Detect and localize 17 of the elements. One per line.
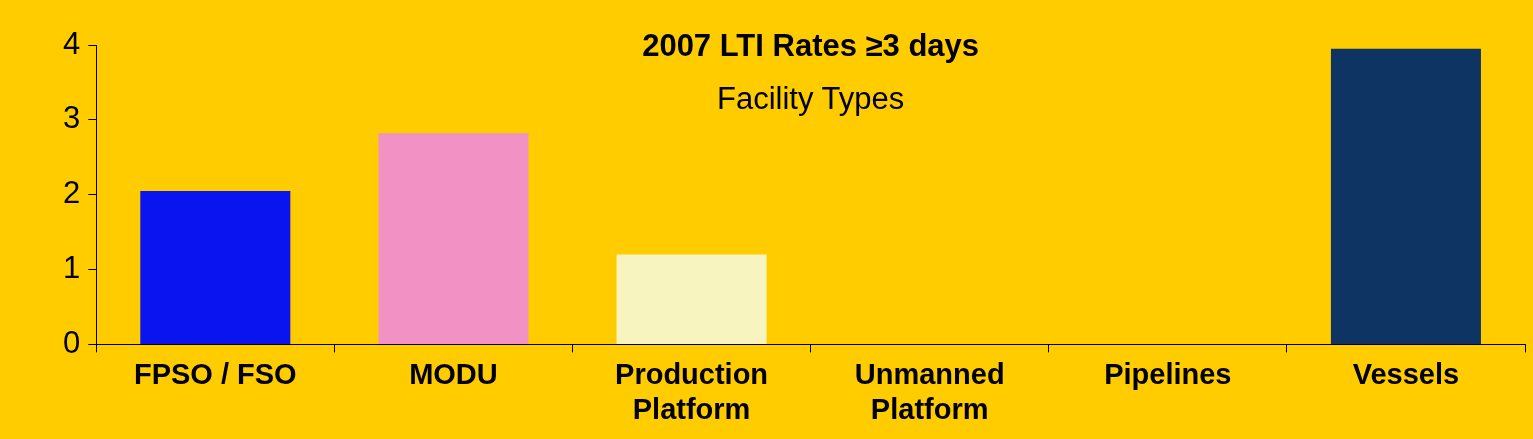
x-tick-label: Pipelines bbox=[1104, 357, 1232, 390]
y-tick-label: 4 bbox=[62, 25, 81, 61]
bar bbox=[616, 254, 767, 344]
x-tick-label: Vessels bbox=[1352, 357, 1460, 390]
x-tick-label: FPSO / FSO bbox=[133, 357, 297, 390]
y-tick-label: 2 bbox=[62, 175, 81, 211]
bar bbox=[1330, 48, 1481, 344]
x-tick-label: MODU bbox=[409, 357, 498, 390]
bar bbox=[140, 190, 291, 344]
y-tick-label: 1 bbox=[62, 250, 81, 286]
y-tick-label: 3 bbox=[62, 100, 81, 136]
x-tick-label: Unmanned Platform bbox=[854, 357, 1005, 425]
text: Facility Types bbox=[717, 80, 905, 116]
chart-title: 2007 LTI Rates ≥3 days bbox=[642, 27, 980, 63]
x-tick-label: Production Platform bbox=[615, 357, 769, 425]
y-tick-label: 0 bbox=[62, 324, 81, 360]
bar bbox=[378, 133, 529, 344]
